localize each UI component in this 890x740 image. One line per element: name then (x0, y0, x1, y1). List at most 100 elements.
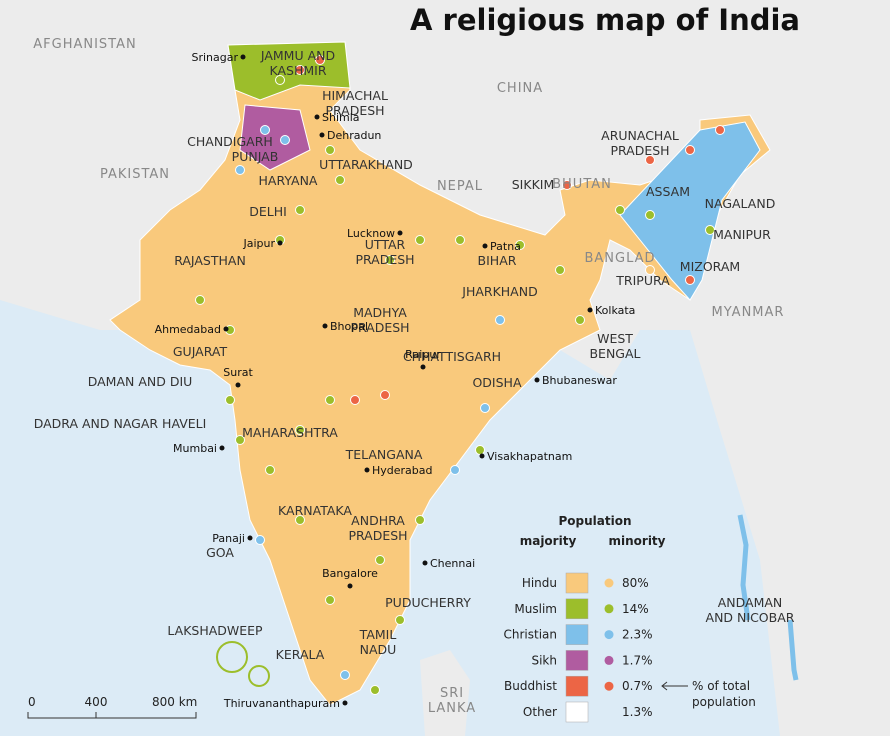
legend-swatch (565, 598, 589, 620)
legend-swatch (565, 572, 589, 594)
state-label: WEST (597, 331, 633, 346)
city-dot (534, 377, 540, 383)
state-label: KASHMIR (269, 63, 326, 78)
state-label: ODISHA (472, 375, 521, 390)
city-dot (240, 54, 246, 60)
state-label: NADU (360, 642, 397, 657)
state-label: JHARKHAND (461, 284, 537, 299)
minority-dot (295, 515, 305, 525)
state-label: JAMMU AND (260, 48, 335, 63)
city-dot (347, 583, 353, 589)
state-label: RAJASTHAN (174, 253, 246, 268)
state-label: DAMAN AND DIU (88, 374, 193, 389)
state-label: PRADESH (610, 143, 669, 158)
minority-dot (685, 275, 695, 285)
legend-dot (604, 655, 614, 665)
city-label: Hyderabad (372, 464, 433, 477)
legend-religion: Sikh (531, 653, 557, 667)
legend-share: 2.3% (622, 628, 653, 642)
minority-dot (645, 210, 655, 220)
country-label: AFGHANISTAN (33, 37, 136, 52)
minority-dot (615, 205, 625, 215)
state-label: KERALA (276, 647, 325, 662)
minority-dot (315, 55, 325, 65)
state-label: MANIPUR (713, 227, 771, 242)
legend-swatch (565, 675, 589, 697)
minority-dot (325, 395, 335, 405)
punjab (239, 104, 311, 171)
minority-dot (705, 225, 715, 235)
state-label: TELANGANA (345, 447, 423, 462)
state-label: PUNJAB (232, 149, 279, 164)
legend-religion: Muslim (514, 602, 557, 616)
state-label: PUDUCHERRY (385, 595, 471, 610)
country-label: MYANMAR (712, 305, 785, 320)
city-dot (223, 326, 229, 332)
state-label: UTTAR (365, 237, 406, 252)
city-dot (420, 364, 426, 370)
city-label: Chennai (430, 557, 475, 570)
state-label: ARUNACHAL (601, 128, 679, 143)
minority-dot (280, 135, 290, 145)
minority-dot (370, 685, 380, 695)
state-label: HARYANA (259, 173, 318, 188)
minority-dot (645, 265, 655, 275)
legend-heading: Population (558, 514, 631, 528)
city-dot (219, 445, 225, 451)
minority-dot (325, 595, 335, 605)
minority-dot (495, 315, 505, 325)
city-dot (235, 382, 241, 388)
city-label: Panaji (212, 532, 245, 545)
state-label: LAKSHADWEEP (167, 623, 263, 638)
state-label: BIHAR (478, 253, 517, 268)
city-label: Bangalore (322, 567, 378, 580)
state-label: CHANDIGARH (187, 134, 273, 149)
minority-dot (295, 65, 305, 75)
state-label: SIKKIM (512, 177, 555, 192)
city-dot (322, 323, 328, 329)
country-label: BANGLAD (584, 251, 655, 266)
minority-dot (575, 315, 585, 325)
scale-label: 800 km (152, 695, 197, 709)
minority-dot (260, 125, 270, 135)
minority-dot (415, 515, 425, 525)
state-label: PRADESH (355, 252, 414, 267)
city-label: Surat (223, 366, 253, 379)
minority-dot (515, 240, 525, 250)
state-label: PRADESH (325, 103, 384, 118)
city-dot (277, 240, 283, 246)
city-label: Bhubaneswar (542, 374, 617, 387)
lakshadweep-circle (248, 665, 270, 687)
minority-dot (685, 145, 695, 155)
minority-dot (350, 395, 360, 405)
city-label: Thiruvananthapuram (223, 697, 340, 710)
state-label: BENGAL (589, 346, 640, 361)
minority-dot (415, 235, 425, 245)
city-label: Kolkata (595, 304, 635, 317)
country-label: NEPAL (437, 179, 483, 194)
legend-note: population (692, 695, 756, 709)
city-dot (587, 307, 593, 313)
state-label: MAHARASHTRA (242, 425, 338, 440)
city-label: Srinagar (191, 51, 238, 64)
minority-dot (475, 445, 485, 455)
city-label: Raipur (405, 348, 441, 361)
state-label: GUJARAT (173, 344, 228, 359)
city-label: Ahmedabad (155, 323, 221, 336)
minority-dot (715, 125, 725, 135)
minority-dot (480, 403, 490, 413)
minority-dot (195, 295, 205, 305)
state-label: DADRA AND NAGAR HAVELI (34, 416, 207, 431)
state-label: AND NICOBAR (706, 610, 795, 625)
state-label: TAMIL (359, 627, 397, 642)
city-dot (364, 467, 370, 473)
state-label: ASSAM (646, 184, 690, 199)
minority-dot (455, 235, 465, 245)
minority-dot (555, 265, 565, 275)
minority-dot (225, 395, 235, 405)
minority-dot (385, 255, 395, 265)
minority-dot (265, 465, 275, 475)
sri-lanka (420, 650, 470, 736)
legend-share: 14% (622, 602, 649, 616)
